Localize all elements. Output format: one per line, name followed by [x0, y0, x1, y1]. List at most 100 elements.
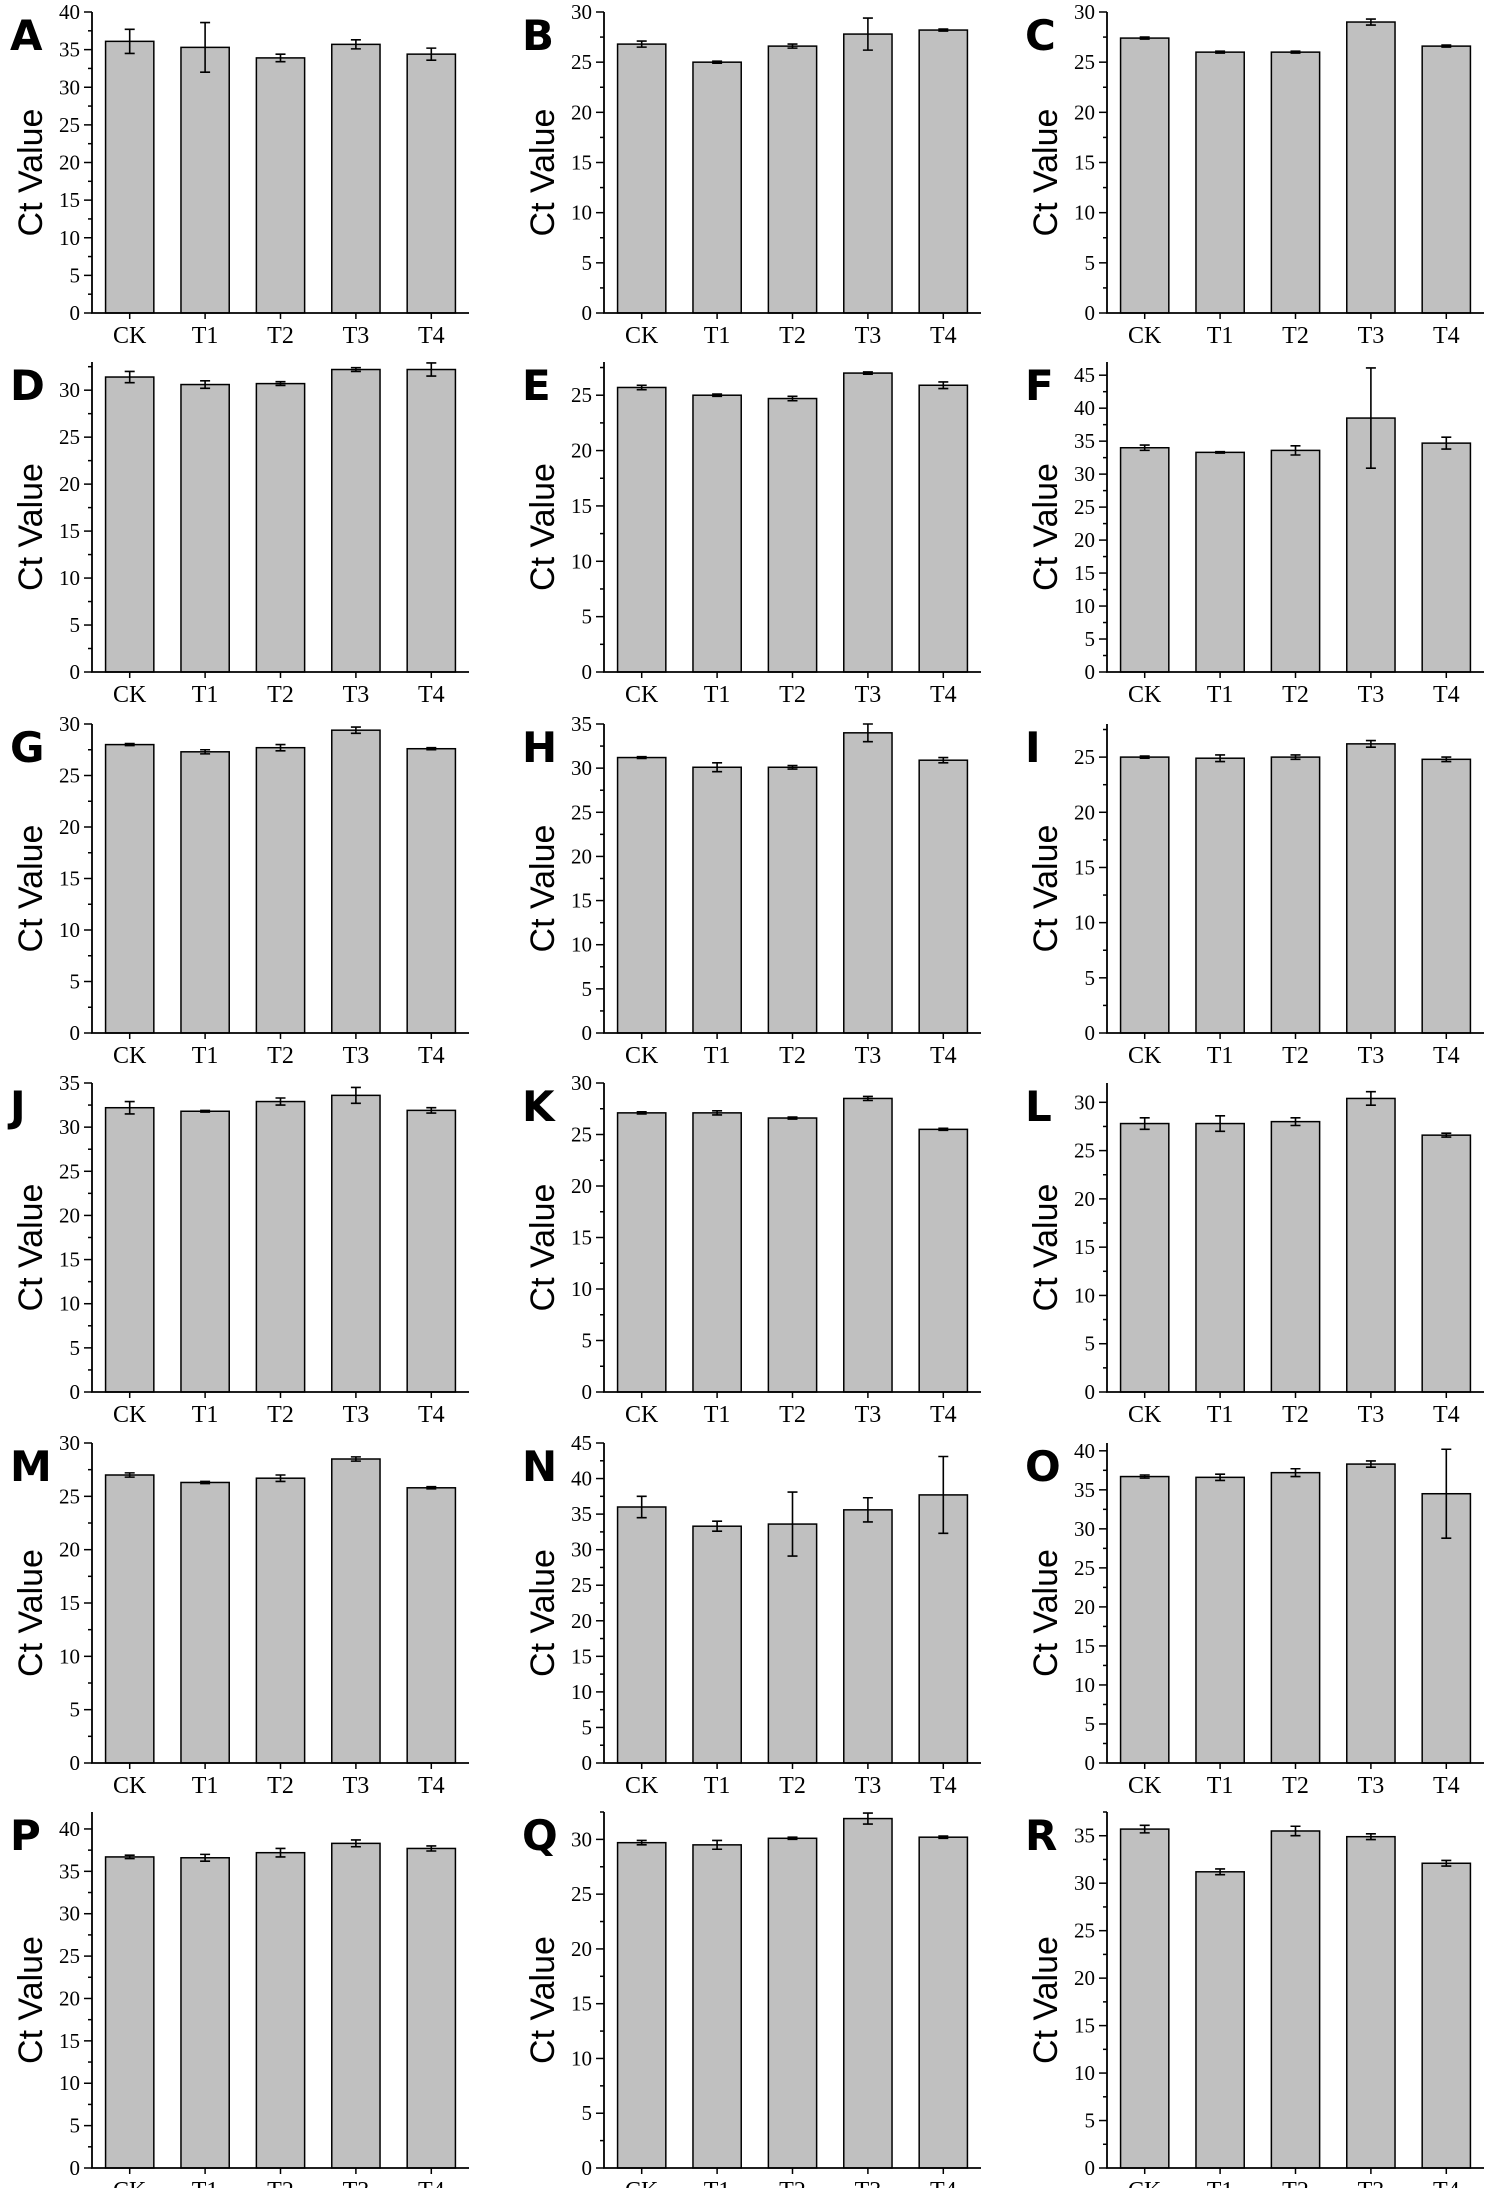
y-axis-label-k: Ct Value: [524, 1184, 562, 1312]
x-tick-label-c: T3: [1358, 323, 1385, 349]
y-tick-label-p: 15: [59, 2029, 80, 2053]
bar-o-t3: [1346, 1463, 1396, 1764]
bar-r-ck: [1119, 1828, 1170, 2169]
bar-a-t4: [406, 53, 457, 314]
x-tick-label-l: T1: [1207, 1402, 1234, 1428]
panel-letter-o: O: [1025, 1442, 1061, 1491]
error-bar-m-t2: [275, 1474, 286, 1483]
error-bar-h-t2: [787, 764, 798, 770]
error-bar-e-t3: [862, 371, 873, 375]
error-bar-r-t1: [1215, 1868, 1226, 1876]
error-bar-o-t4: [1441, 1448, 1452, 1540]
panel-letter-h: H: [522, 723, 557, 772]
bar-g-t1: [180, 751, 230, 1034]
x-tick-label-g: T4: [418, 1043, 445, 1069]
error-bar-r-t3: [1365, 1833, 1376, 1841]
y-tick-label-j: 35: [59, 1071, 80, 1095]
x-tick-label-p: T2: [267, 2178, 294, 2188]
bar-a-ck: [104, 40, 155, 314]
bar-b-t2: [767, 45, 818, 314]
x-tick-label-b: T2: [779, 323, 806, 349]
panel-letter-d: D: [10, 361, 45, 410]
y-tick-label-l: 30: [1074, 1090, 1095, 1114]
bar-p-t2: [255, 1851, 306, 2169]
y-tick-label-a: 30: [59, 75, 80, 99]
error-bar-a-t3: [350, 39, 361, 50]
error-bar-f-t1: [1215, 450, 1226, 454]
panel-letter-a: A: [10, 11, 43, 60]
y-tick-label-n: 5: [582, 1715, 593, 1739]
y-tick-label-c: 0: [1085, 301, 1096, 325]
bar-d-t1: [180, 383, 230, 673]
y-tick-label-f: 40: [1074, 396, 1095, 420]
y-tick-label-e: 25: [571, 383, 592, 407]
x-tick-label-m: T2: [267, 1773, 294, 1799]
y-tick-label-p: 25: [59, 1944, 80, 1968]
y-tick-label-h: 20: [571, 844, 592, 868]
error-bar-a-t2: [275, 53, 286, 63]
x-tick-label-n: CK: [625, 1773, 659, 1799]
y-tick-label-a: 0: [70, 301, 81, 325]
y-tick-label-a: 15: [59, 188, 80, 212]
y-tick-label-p: 30: [59, 1902, 80, 1926]
bar-k-t3: [843, 1097, 893, 1393]
y-tick-label-m: 0: [70, 1751, 81, 1775]
x-tick-label-r: T3: [1358, 2178, 1385, 2188]
x-tick-label-c: CK: [1128, 323, 1162, 349]
x-tick-label-o: T1: [1207, 1773, 1234, 1799]
bar-d-t2: [255, 382, 306, 673]
bar-j-t4: [406, 1109, 457, 1393]
x-tick-label-e: CK: [625, 682, 659, 708]
y-tick-label-g: 25: [59, 764, 80, 788]
y-tick-label-m: 25: [59, 1484, 80, 1508]
y-tick-label-d: 10: [59, 566, 80, 590]
bar-k-ck: [616, 1112, 667, 1393]
error-bar-n-t1: [712, 1520, 723, 1532]
x-tick-label-n: T4: [930, 1773, 957, 1799]
y-tick-label-q: 25: [571, 1882, 592, 1906]
y-tick-label-n: 30: [571, 1538, 592, 1562]
y-tick-label-a: 25: [59, 113, 80, 137]
bar-m-t4: [406, 1487, 457, 1764]
x-tick-label-g: T2: [267, 1043, 294, 1069]
x-tick-label-j: T4: [418, 1402, 445, 1428]
x-tick-label-g: CK: [113, 1043, 147, 1069]
bar-c-ck: [1119, 37, 1170, 314]
bar-l-ck: [1119, 1122, 1170, 1393]
x-tick-label-m: T3: [343, 1773, 370, 1799]
y-tick-label-o: 20: [1074, 1595, 1095, 1619]
bar-j-ck: [104, 1106, 155, 1393]
x-tick-label-q: T1: [704, 2178, 731, 2188]
x-tick-label-a: T4: [418, 323, 445, 349]
y-tick-label-g: 10: [59, 918, 80, 942]
error-bar-o-ck: [1139, 1474, 1150, 1479]
y-tick-label-i: 5: [1085, 966, 1096, 990]
y-tick-label-n: 45: [571, 1431, 592, 1455]
bar-n-t1: [692, 1525, 742, 1764]
y-tick-label-b: 0: [582, 301, 593, 325]
y-tick-label-i: 10: [1074, 911, 1095, 935]
y-tick-label-h: 15: [571, 889, 592, 913]
y-tick-label-k: 10: [571, 1277, 592, 1301]
y-tick-label-b: 30: [571, 0, 592, 24]
y-tick-label-c: 15: [1074, 151, 1095, 175]
error-bar-q-t4: [938, 1835, 949, 1840]
x-tick-label-k: T1: [704, 1402, 731, 1428]
y-tick-label-o: 0: [1085, 1751, 1096, 1775]
y-tick-label-f: 0: [1085, 660, 1096, 684]
panel-letter-e: E: [522, 361, 551, 410]
y-tick-label-m: 10: [59, 1644, 80, 1668]
x-tick-label-h: T3: [855, 1043, 882, 1069]
y-tick-label-o: 25: [1074, 1556, 1095, 1580]
bar-c-t2: [1270, 51, 1321, 314]
bar-j-t1: [180, 1110, 230, 1393]
x-tick-label-f: T3: [1358, 682, 1385, 708]
bar-n-t4: [918, 1494, 969, 1764]
error-bar-c-t3: [1365, 18, 1376, 26]
error-bar-g-t3: [350, 726, 361, 735]
y-tick-label-h: 5: [582, 977, 593, 1001]
panel-letter-k: K: [522, 1082, 556, 1131]
x-tick-label-b: T1: [704, 323, 731, 349]
error-bar-n-t3: [862, 1496, 873, 1523]
error-bar-n-ck: [636, 1495, 647, 1519]
